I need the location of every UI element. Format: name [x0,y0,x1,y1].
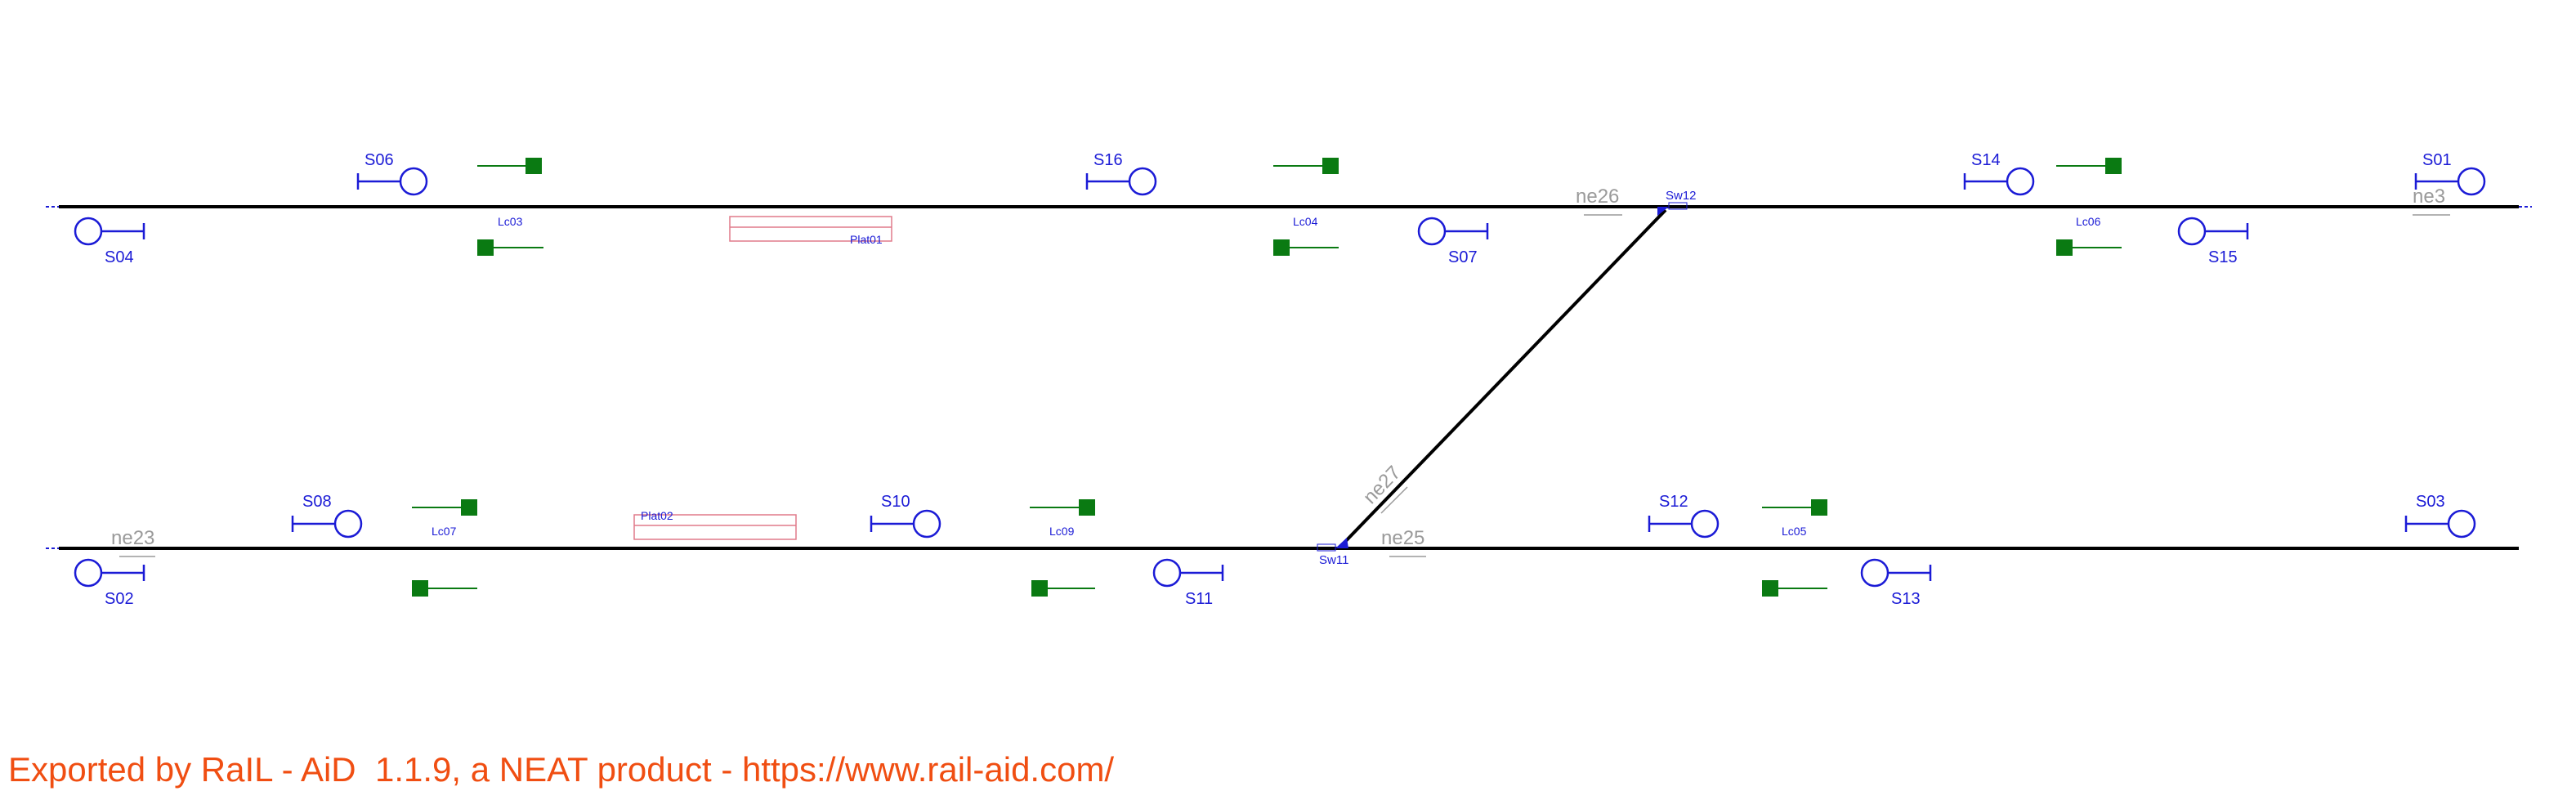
signal-label-s15: S15 [2208,248,2238,266]
ne27-direction-arrow [1380,486,1408,514]
switches: Sw12 Sw11 [1317,189,1697,567]
level-crossing-icon [412,580,428,597]
platform-label-plat02: Plat02 [641,509,673,522]
switch-sw12[interactable]: Sw12 [1657,189,1697,216]
signal-s11[interactable]: S11 [1152,558,1224,608]
switch-blade [1317,543,1336,552]
signal-icon [1860,558,1932,588]
switch-sw11[interactable]: Sw11 [1317,538,1348,567]
signal-label-s07: S07 [1448,248,1478,266]
signal-label-s12: S12 [1659,493,1688,511]
switch-icon [1335,538,1348,548]
signal-icon [74,558,145,588]
switch-blade [1668,202,1688,210]
signal-label-s03: S03 [2416,493,2445,511]
level-crossing-label-lc03: Lc03 [498,215,523,228]
signal-s07[interactable]: S07 [1417,217,1489,266]
signal-icon [1417,217,1489,246]
signal-label-s08: S08 [302,493,332,511]
signal-icon [356,167,428,196]
signal-s02[interactable]: S02 [74,558,145,608]
level-crossing-lc03[interactable]: Lc03 [477,158,543,256]
signal-icon [2177,217,2249,246]
platforms: Plat01 Plat02 [633,216,892,540]
net-element-ne3: ne3 [2413,185,2445,208]
level-crossing-icon [477,239,494,256]
level-crossing-label-lc05: Lc05 [1782,525,1807,538]
level-crossing-label-lc09: Lc09 [1049,525,1075,538]
signal-icon [870,509,941,539]
level-crossing-icon [1273,239,1290,256]
level-crossing-icon [1079,499,1095,516]
signal-icon [1085,167,1157,196]
signal-s01[interactable]: S01 [2414,151,2486,196]
signal-icon [1648,509,1720,539]
signal-s03[interactable]: S03 [2404,493,2476,539]
platform-plat01[interactable]: Plat01 [729,216,892,246]
signal-label-s04: S04 [105,248,134,266]
signals: S06 S16 S14 S01 [74,151,2486,608]
level-crossing-lc05[interactable]: Lc05 [1762,499,1827,597]
platform-plat02[interactable]: Plat02 [633,509,797,540]
signal-s15[interactable]: S15 [2177,217,2249,266]
level-crossing-label-lc06: Lc06 [2076,215,2101,228]
level-crossing-lc04[interactable]: Lc04 [1273,158,1339,256]
signal-s12[interactable]: S12 [1648,493,1720,539]
signal-label-s10: S10 [881,493,910,511]
net-element-ne23: ne23 [111,527,154,549]
export-footer: Exported by RaIL - AiD 1.1.9, a NEAT pro… [8,750,1115,789]
signal-s13[interactable]: S13 [1860,558,1932,608]
level-crossing-icon [1811,499,1827,516]
signal-icon [74,217,145,246]
level-crossing-icon [2056,239,2073,256]
signal-label-s02: S02 [105,590,134,608]
level-crossings: Lc03 Lc04 Lc06 Lc07 [412,158,2122,597]
signal-s04[interactable]: S04 [74,217,145,266]
signal-label-s14: S14 [1971,151,2001,169]
level-crossing-lc09[interactable]: Lc09 [1030,499,1095,597]
net-element-ne26: ne26 [1576,185,1619,208]
crossover-track[interactable] [1339,208,1667,548]
signal-label-s06: S06 [364,151,394,169]
level-crossing-icon [2105,158,2122,174]
signal-icon [291,509,363,539]
level-crossing-icon [461,499,477,516]
platform-icon [633,514,797,540]
net-element-ne25: ne25 [1381,527,1424,549]
signal-s10[interactable]: S10 [870,493,941,539]
signal-label-s16: S16 [1093,151,1123,169]
tracks [46,205,2532,550]
level-crossing-lc07[interactable]: Lc07 [412,499,477,597]
platform-label-plat01: Plat01 [850,233,883,246]
signal-icon [1963,167,2035,196]
signal-s16[interactable]: S16 [1085,151,1157,196]
signal-label-s01: S01 [2422,151,2452,169]
signal-s08[interactable]: S08 [291,493,363,539]
level-crossing-icon [1762,580,1778,597]
signal-s06[interactable]: S06 [356,151,428,196]
platform-icon [729,216,892,242]
signal-label-s11: S11 [1185,590,1213,608]
switch-label-sw12: Sw12 [1666,189,1697,203]
signal-icon [2404,509,2476,539]
level-crossing-lc06[interactable]: Lc06 [2056,158,2122,256]
level-crossing-label-lc04: Lc04 [1293,215,1318,228]
level-crossing-icon [1031,580,1048,597]
level-crossing-label-lc07: Lc07 [432,525,457,538]
signal-s14[interactable]: S14 [1963,151,2035,196]
level-crossing-icon [1322,158,1339,174]
switch-label-sw11: Sw11 [1319,553,1348,567]
level-crossing-icon [525,158,542,174]
signal-icon [2414,167,2486,196]
signal-icon [1152,558,1224,588]
switch-icon [1657,207,1669,216]
signal-label-s13: S13 [1891,590,1921,608]
